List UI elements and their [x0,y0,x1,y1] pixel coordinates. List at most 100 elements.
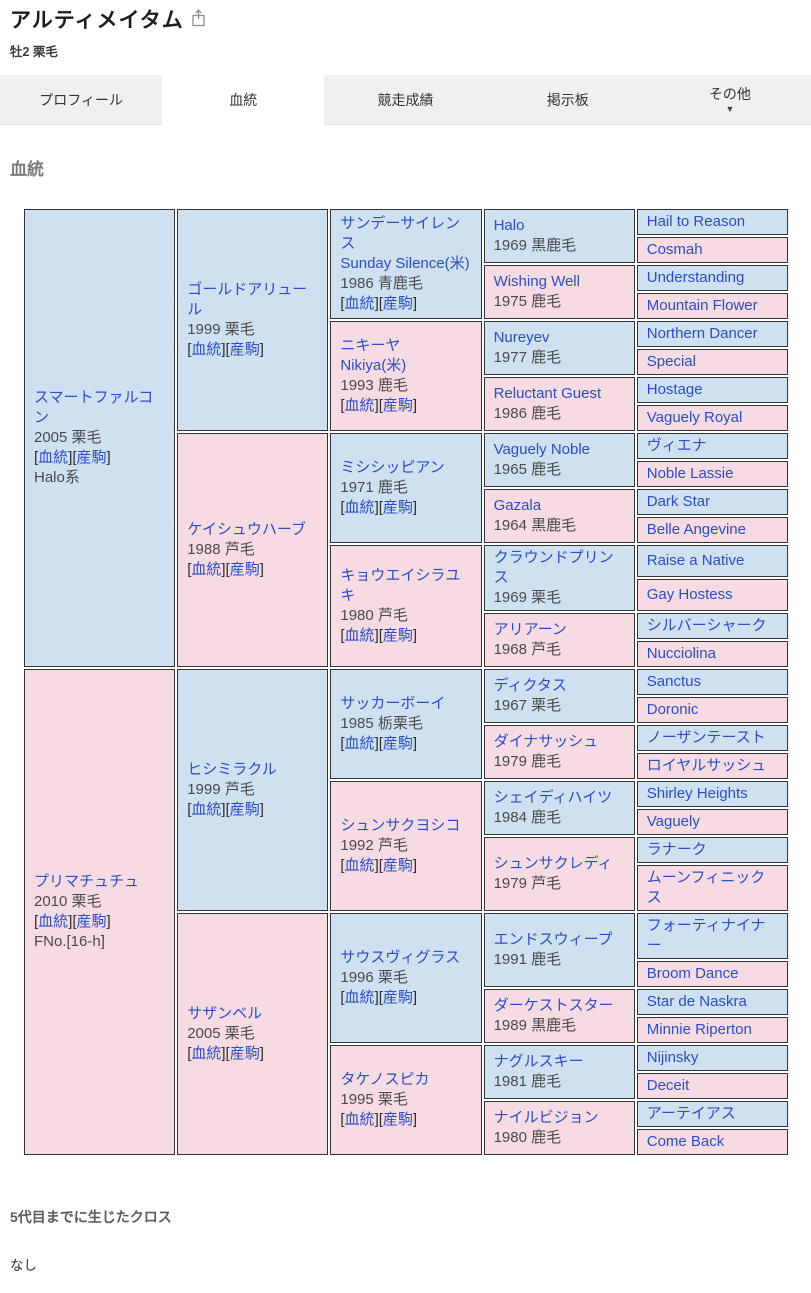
horse-link[interactable]: Gazala [493,497,542,514]
offspring-link[interactable]: 産駒 [382,989,413,1006]
horse-link[interactable]: Belle Angevine [646,521,746,538]
horse-link[interactable]: Understanding [646,269,745,286]
horse-link[interactable]: サッカーボーイ [340,695,446,712]
blood-link[interactable]: 血統 [344,1111,375,1128]
horse-link[interactable]: ナグルスキー [493,1053,584,1070]
horse-link[interactable]: シルバーシャーク [646,617,767,634]
horse-link[interactable]: キョウエイシラユキ [340,567,461,604]
horse-link[interactable]: サンデーサイレンス [340,215,461,252]
horse-link[interactable]: Nureyev [493,329,550,346]
horse-year-coat: 1977 鹿毛 [493,349,562,366]
offspring-link[interactable]: 産駒 [382,1111,413,1128]
tab-others[interactable]: その他 ▼ [708,85,751,114]
horse-link[interactable]: Halo [493,217,525,234]
horse-link[interactable]: Broom Dance [646,965,739,982]
offspring-link[interactable]: 産駒 [382,397,413,414]
blood-link[interactable]: 血統 [38,913,69,930]
tab-profile[interactable]: プロフィール [39,91,123,108]
horse-link[interactable]: Gay Hostess [646,586,733,603]
horse-link[interactable]: Come Back [646,1133,725,1150]
horse-link[interactable]: スマートファルコン [34,389,154,426]
blood-link[interactable]: 血統 [344,735,375,752]
horse-link[interactable]: Sanctus [646,673,701,690]
horse-link[interactable]: Mountain Flower [646,297,758,314]
horse-link[interactable]: タケノスピカ [340,1071,430,1088]
blood-link[interactable]: 血統 [191,801,222,818]
offspring-link[interactable]: 産駒 [382,735,413,752]
horse-link[interactable]: Doronic [646,701,699,718]
horse-link[interactable]: ダイナサッシュ [493,733,599,750]
horse-link[interactable]: ヒシミラクル [187,761,277,778]
horse-link[interactable]: ケイシュウハーブ [187,521,306,538]
horse-link[interactable]: Nikiya(米) [340,357,407,374]
horse-link[interactable]: ラナーク [646,841,707,858]
horse-link[interactable]: ダーケストスター [493,997,614,1014]
horse-link[interactable]: アーテイアス [646,1105,736,1122]
horse-link[interactable]: ムーンフィニックス [646,869,766,906]
horse-link[interactable]: エンドスウィープ [493,931,613,948]
blood-link[interactable]: 血統 [344,857,375,874]
horse-link[interactable]: ナイルビジョン [493,1109,599,1126]
horse-link[interactable]: Sunday Silence(米) [340,255,470,272]
horse-link[interactable]: サザンベル [187,1005,263,1022]
horse-link[interactable]: シュンサクヨシコ [340,817,461,834]
horse-link[interactable]: Star de Naskra [646,993,747,1010]
blood-link[interactable]: 血統 [191,561,222,578]
blood-link[interactable]: 血統 [191,341,222,358]
horse-link[interactable]: ノーザンテースト [646,729,766,746]
horse-link[interactable]: Nijinsky [646,1049,699,1066]
horse-link[interactable]: ミシシッピアン [340,459,445,476]
offspring-link[interactable]: 産駒 [76,913,107,930]
horse-link[interactable]: クラウンドプリンス [493,549,614,586]
tab-pedigree[interactable]: 血統 [162,75,325,125]
offspring-link[interactable]: 産駒 [382,627,413,644]
horse-link[interactable]: サウスヴィグラス [340,949,461,966]
offspring-link[interactable]: 産駒 [229,1045,260,1062]
blood-link[interactable]: 血統 [344,989,375,1006]
horse-link[interactable]: Special [646,353,696,370]
blood-link[interactable]: 血統 [191,1045,222,1062]
blood-link[interactable]: 血統 [344,627,375,644]
tab-race-results[interactable]: 競走成績 [377,91,434,108]
horse-link[interactable]: Hail to Reason [646,213,746,230]
horse-link[interactable]: Deceit [646,1077,690,1094]
horse-link[interactable]: Hostage [646,381,703,398]
horse-link[interactable]: Vaguely [646,813,700,830]
offspring-link[interactable]: 産駒 [229,341,260,358]
horse-link[interactable]: Nucciolina [646,645,716,662]
blood-link[interactable]: 血統 [38,449,69,466]
horse-link[interactable]: Northern Dancer [646,325,758,342]
offspring-link[interactable]: 産駒 [382,857,413,874]
horse-link[interactable]: ヴィエナ [646,437,707,454]
offspring-link[interactable]: 産駒 [382,295,413,312]
horse-link[interactable]: Dark Star [646,493,711,510]
horse-link[interactable]: シェイディハイツ [493,789,613,806]
blood-link[interactable]: 血統 [344,499,375,516]
horse-link[interactable]: プリマチュチュ [34,873,140,890]
horse-link[interactable]: Raise a Native [646,552,745,569]
offspring-link[interactable]: 産駒 [229,561,260,578]
share-icon[interactable] [191,9,206,32]
horse-link[interactable]: ニキーヤ [340,337,401,354]
horse-link[interactable]: シュンサクレディ [493,855,613,872]
tab-board[interactable]: 掲示板 [546,91,589,108]
horse-link[interactable]: Wishing Well [493,273,580,290]
horse-link[interactable]: Noble Lassie [646,465,734,482]
offspring-link[interactable]: 産駒 [382,499,413,516]
blood-link[interactable]: 血統 [344,295,375,312]
horse-link[interactable]: Reluctant Guest [493,385,602,402]
horse-link[interactable]: Minnie Riperton [646,1021,752,1038]
offspring-link[interactable]: 産駒 [76,449,107,466]
horse-link[interactable]: アリアーン [493,621,567,638]
offspring-link[interactable]: 産駒 [229,801,260,818]
horse-link[interactable]: Cosmah [646,241,703,258]
horse-link[interactable]: フォーティナイナー [646,917,766,954]
horse-link[interactable]: Shirley Heights [646,785,748,802]
blood-link[interactable]: 血統 [344,397,375,414]
horse-link[interactable]: ゴールドアリュール [187,281,308,318]
horse-year-coat: 1988 芦毛 [187,541,255,558]
horse-link[interactable]: Vaguely Noble [493,441,591,458]
horse-link[interactable]: ディクタス [493,677,567,694]
horse-link[interactable]: Vaguely Royal [646,409,743,426]
horse-link[interactable]: ロイヤルサッシュ [646,757,767,774]
